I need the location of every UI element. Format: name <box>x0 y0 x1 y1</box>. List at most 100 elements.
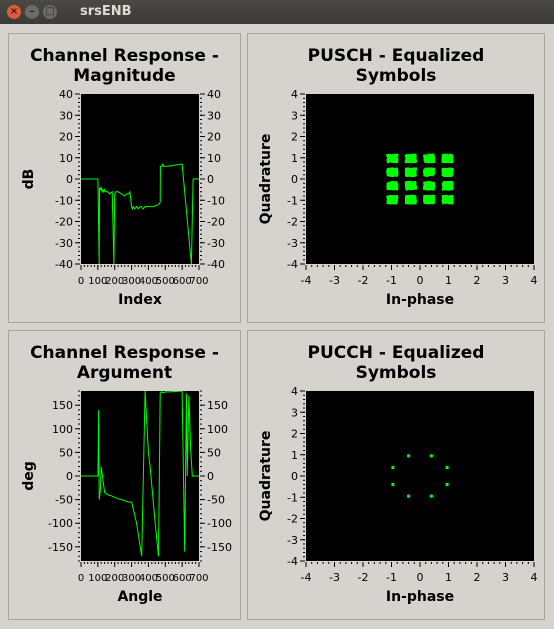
scatter-point <box>441 173 445 176</box>
scatter-point <box>395 160 399 164</box>
scatter-point <box>447 187 450 190</box>
scatter-point <box>449 170 453 174</box>
y-tick-label: -20 <box>55 216 73 229</box>
argument-panel: Channel Response - Argument -150 -150 -100… <box>8 330 241 620</box>
scatter-point <box>450 168 454 171</box>
scatter-point <box>389 201 392 204</box>
y-tick-label: -1 <box>287 194 298 207</box>
scatter-point <box>442 182 445 185</box>
scatter-point <box>406 160 410 164</box>
scatter-point <box>391 483 395 486</box>
scatter-point <box>429 154 433 157</box>
close-icon[interactable]: × <box>7 5 21 19</box>
scatter-point <box>405 170 408 173</box>
scatter-point <box>442 201 445 205</box>
scatter-point <box>448 171 451 174</box>
scatter-point <box>414 171 417 174</box>
scatter-point <box>432 153 435 156</box>
maximize-icon[interactable]: □ <box>43 5 57 19</box>
scatter-point <box>387 154 391 157</box>
y-tick-label: -150 <box>48 541 73 554</box>
y-tick-label: 50 <box>59 446 73 459</box>
minimize-icon[interactable]: – <box>25 5 39 19</box>
scatter-point <box>395 153 399 157</box>
scatter-point <box>428 196 432 200</box>
scatter-point <box>406 201 410 204</box>
x-tick-label: 300 <box>122 573 141 584</box>
scatter-point <box>431 170 435 174</box>
scatter-point <box>428 154 431 158</box>
scatter-point <box>388 174 392 177</box>
scatter-point <box>447 195 450 199</box>
scatter-point <box>442 187 446 191</box>
scatter-point <box>449 158 453 161</box>
scatter-point <box>431 155 435 159</box>
scatter-point <box>431 195 434 198</box>
scatter-point <box>410 187 414 191</box>
scatter-point <box>386 173 390 176</box>
scatter-point <box>390 168 393 172</box>
y-tick-label: 2 <box>291 428 298 441</box>
scatter-point <box>394 181 397 185</box>
x-tick-label: 500 <box>156 276 175 287</box>
scatter-point <box>410 195 413 198</box>
x-tick-label: 100 <box>88 276 107 287</box>
scatter-point <box>409 186 412 190</box>
scatter-point <box>413 181 416 184</box>
scatter-point <box>405 168 408 172</box>
scatter-point <box>450 160 453 163</box>
scatter-point <box>442 159 446 162</box>
plot-area <box>306 391 534 561</box>
scatter-point <box>388 159 391 163</box>
scatter-point <box>431 168 435 171</box>
scatter-point <box>394 195 398 199</box>
scatter-point <box>449 153 452 157</box>
x-tick-label: 0 <box>417 274 424 287</box>
x-tick-label: 0 <box>417 571 424 584</box>
scatter-point <box>391 173 394 176</box>
scatter-point <box>424 154 428 157</box>
scatter-point <box>448 156 451 159</box>
scatter-point <box>429 184 432 187</box>
scatter-point <box>393 198 396 201</box>
scatter-point <box>390 181 394 184</box>
scatter-point <box>395 171 399 174</box>
y-axis-label: dB <box>21 169 37 190</box>
scatter-point <box>423 171 426 174</box>
scatter-point <box>431 187 435 190</box>
pusch-panel: PUSCH - Equalized Symbols -4 -3 -2 -1 0 1 2 3 4-… <box>247 33 545 323</box>
scatter-point <box>423 181 426 184</box>
scatter-point <box>407 195 410 198</box>
scatter-point <box>391 159 394 163</box>
x-tick-label: -2 <box>358 571 369 584</box>
x-tick-label: -3 <box>329 274 340 287</box>
scatter-point <box>432 198 435 202</box>
scatter-point <box>441 154 445 158</box>
panel-title-line2: Symbols <box>355 66 437 86</box>
scatter-point <box>387 187 391 190</box>
plot-area <box>81 94 199 264</box>
scatter-point <box>395 155 398 159</box>
x-tick-label: 600 <box>173 573 192 584</box>
scatter-point <box>407 167 410 170</box>
scatter-point <box>430 186 433 189</box>
y-tick-label: 3 <box>291 109 298 122</box>
y-tick-label: 10 <box>59 152 73 165</box>
y-tick-label-right: -100 <box>207 517 232 530</box>
pucch-constellation-plot: -4 -3 -2 -1 0 1 2 3 4 -4 -3 -2 -1 0 1 2 3 4 In-phase Quadra… <box>258 385 538 605</box>
y-tick-label: -4 <box>287 258 298 271</box>
y-tick-label: 2 <box>291 131 298 144</box>
scatter-point <box>391 201 394 205</box>
y-tick-label: 0 <box>291 173 298 186</box>
scatter-point <box>413 183 416 186</box>
y-tick-label-right: 10 <box>207 152 221 165</box>
y-tick-label: 100 <box>52 423 73 436</box>
window-titlebar[interactable]: × – □ srsENB <box>0 0 554 24</box>
scatter-point <box>410 173 413 176</box>
pucch-panel: PUCCH - Equalized Symbols -4 -3 -2 -1 0 1 2 3 4-… <box>247 330 545 620</box>
y-tick-label-right: 30 <box>207 109 221 122</box>
scatter-point <box>414 167 417 170</box>
scatter-point <box>408 200 412 203</box>
scatter-point <box>432 169 435 172</box>
scatter-point <box>448 153 451 157</box>
